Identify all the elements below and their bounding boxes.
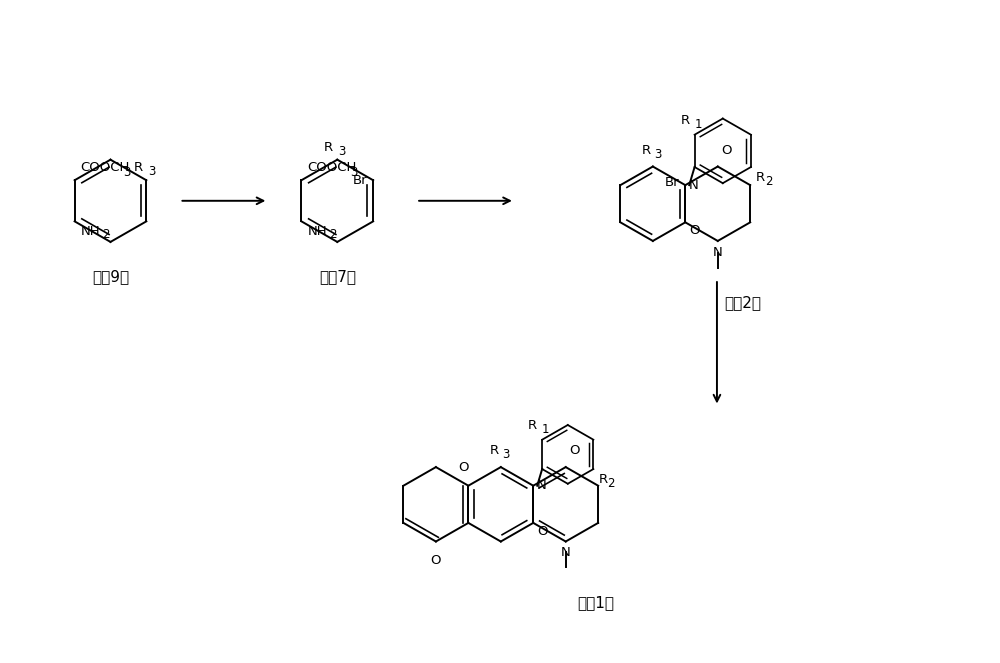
Text: 3: 3 (654, 148, 661, 160)
Text: O: O (689, 224, 700, 237)
Text: NH: NH (81, 225, 100, 238)
Text: O: O (458, 461, 469, 474)
Text: 3: 3 (123, 166, 130, 179)
Text: O: O (722, 144, 732, 156)
Text: COOCH: COOCH (81, 161, 130, 174)
Text: R: R (642, 144, 651, 156)
Text: R: R (490, 444, 499, 457)
Text: 式（1）: 式（1） (577, 595, 614, 611)
Text: 2: 2 (102, 228, 110, 241)
Text: COOCH: COOCH (307, 161, 357, 174)
Text: O: O (570, 444, 580, 457)
Text: N: N (689, 178, 699, 192)
Text: 式（2）: 式（2） (724, 295, 761, 310)
Text: R: R (756, 171, 765, 184)
Text: 3: 3 (338, 145, 346, 158)
Text: 3: 3 (350, 166, 357, 179)
Text: 2: 2 (765, 175, 772, 188)
Text: N: N (561, 546, 571, 560)
Text: 1: 1 (695, 118, 702, 131)
Text: R: R (324, 141, 333, 154)
Text: R: R (598, 473, 607, 486)
Text: 3: 3 (502, 448, 509, 461)
Text: 2: 2 (607, 477, 615, 490)
Text: R: R (528, 419, 537, 432)
Text: R: R (133, 161, 142, 174)
Text: R: R (681, 114, 690, 127)
Text: Br: Br (353, 174, 367, 187)
Text: N: N (713, 246, 723, 259)
Text: 3: 3 (148, 165, 156, 178)
Text: O: O (431, 554, 441, 568)
Text: 2: 2 (329, 228, 337, 241)
Text: NH: NH (307, 225, 327, 238)
Text: 式（7）: 式（7） (319, 269, 356, 284)
Text: O: O (537, 525, 548, 538)
Text: 式（9）: 式（9） (92, 269, 129, 284)
Text: 1: 1 (542, 423, 550, 436)
Text: Br: Br (665, 176, 679, 189)
Text: N: N (537, 479, 547, 492)
